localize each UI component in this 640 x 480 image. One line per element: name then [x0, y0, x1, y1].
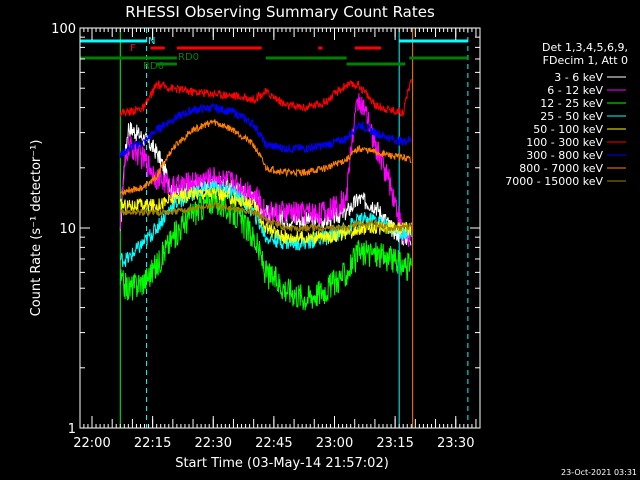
y-tick-label: 100	[51, 22, 76, 37]
series-line-100-to-300keV	[119, 78, 412, 118]
legend-label: 12 - 25 keV	[540, 97, 603, 110]
x-tick-label: 23:00	[316, 436, 353, 451]
x-tick-label: 22:30	[195, 436, 232, 451]
legend-label: 300 - 800 keV	[526, 149, 603, 162]
series-line-300-to-800keV	[119, 102, 412, 159]
x-tick-label: 23:30	[437, 436, 474, 451]
legend-label: 7000 - 15000 keV	[505, 175, 603, 188]
series-line-800-to-7000keV	[120, 119, 412, 197]
x-tick-label: 22:15	[134, 436, 171, 451]
annotation-label-f: F	[130, 43, 136, 54]
x-axis-label: Start Time (03-May-14 21:57:02)	[175, 456, 389, 471]
legend-label: 100 - 300 keV	[526, 136, 603, 149]
date-stamp: 23-Oct-2021 03:31	[561, 468, 637, 477]
legend-header-0: Det 1,3,4,5,6,9,	[542, 41, 628, 54]
legend-label: 800 - 7000 keV	[519, 162, 603, 175]
legend-header-1: FDecim 1, Att 0	[543, 54, 628, 67]
legend-label: 6 - 12 keV	[547, 84, 603, 97]
legend-label: 25 - 50 keV	[540, 110, 603, 123]
y-tick-label: 1	[68, 422, 76, 437]
x-tick-label: 23:15	[376, 436, 413, 451]
plot-frame	[79, 27, 481, 429]
y-tick-label: 10	[59, 222, 76, 237]
x-tick-label: 22:00	[73, 436, 110, 451]
legend-label: 3 - 6 keV	[554, 71, 603, 84]
annotation-label-n: N	[148, 36, 155, 47]
series-line-12-to-25keV	[119, 186, 412, 311]
legend-label: 50 - 100 keV	[533, 123, 603, 136]
annotation-label-rd0: RD0	[178, 52, 199, 63]
series-line-6-to-12keV	[119, 93, 412, 247]
y-axis-label: Count Rate (s⁻¹ detector⁻¹)	[29, 140, 44, 317]
chart-title: RHESSI Observing Summary Count Rates	[125, 3, 435, 21]
series-line-7000-to-15000keV	[119, 201, 412, 234]
x-tick-label: 22:45	[255, 436, 292, 451]
annotation-label-rd6: RD6	[143, 61, 164, 72]
